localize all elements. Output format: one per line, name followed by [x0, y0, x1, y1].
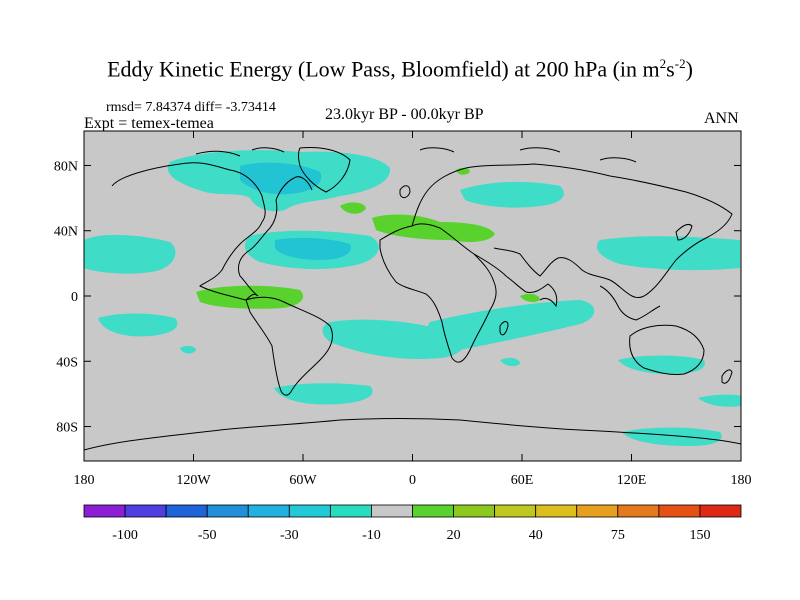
- colorbar-label: 75: [611, 528, 625, 543]
- anomaly-asia-30n: [596, 236, 740, 271]
- lon-tick-label: 180: [74, 473, 95, 488]
- colorbar-label: -100: [112, 528, 138, 543]
- coast-greenland: [298, 147, 351, 193]
- season-label: ANN: [704, 110, 739, 127]
- colorbar-swatch: [617, 504, 660, 518]
- anomaly-s-america: [520, 293, 540, 303]
- anomaly-s-pacific-30s: [98, 313, 178, 337]
- lon-tick-label: 60E: [511, 473, 534, 488]
- coast-arctic-islands: [195, 147, 637, 163]
- colorbar-label: 150: [689, 528, 710, 543]
- colorbar-swatch: [371, 504, 413, 518]
- lon-tick-label: 120W: [176, 473, 211, 488]
- colorbar-label: -30: [280, 528, 299, 543]
- axis-ticks: 80N 40N 0 40S 80S 180 120W 60W 0 60E 120E 180: [54, 131, 752, 488]
- experiment-label: Expt = temex-temea: [84, 115, 214, 132]
- coast-japan: [675, 223, 693, 241]
- coast-antarctica: [83, 418, 742, 451]
- anomaly-n-atlantic-small: [340, 202, 366, 214]
- colorbar-swatch: [412, 504, 454, 518]
- colorbar-swatch: [658, 504, 701, 518]
- colorbar-label: -50: [198, 528, 217, 543]
- negative-anomaly-regions: [84, 150, 741, 446]
- coast-uk: [399, 185, 411, 199]
- coast-new-zealand: [721, 369, 733, 384]
- coast-north-america: [111, 162, 313, 301]
- anomaly-n-atlantic-core: [240, 162, 322, 195]
- colorbar-swatch: [247, 504, 290, 518]
- colorbar-swatch: [494, 504, 537, 518]
- anomaly-n-asia: [460, 181, 564, 208]
- stats-text: rmsd= 7.84374 diff= -3.73414: [106, 100, 276, 115]
- colorbar-label: -10: [362, 528, 381, 543]
- colorbar-swatch: [206, 504, 249, 518]
- coast-madagascar: [499, 321, 509, 336]
- coast-arabia-india: [473, 253, 558, 308]
- colorbar: -100 -50 -30 -10 20 40 75 150: [83, 504, 742, 543]
- coast-eurasia: [411, 163, 733, 299]
- map-title: Eddy Kinetic Energy (Low Pass, Bloomfiel…: [107, 56, 693, 82]
- colorbar-swatch: [83, 504, 126, 518]
- coast-australia: [629, 324, 705, 375]
- lon-tick-label: 120E: [617, 473, 647, 488]
- colorbar-swatch: [699, 504, 742, 518]
- map-panel: 80N 40N 0 40S 80S 180 120W 60W 0 60E 120E 180: [54, 130, 752, 488]
- colorbar-swatch: [165, 504, 208, 518]
- anomaly-small-2: [500, 357, 520, 367]
- coastlines: [83, 147, 742, 451]
- lon-tick-label: 0: [409, 473, 416, 488]
- lat-tick-label: 80S: [56, 421, 78, 436]
- colorbar-label: 20: [447, 528, 461, 543]
- anomaly-s-pacific-60s: [274, 383, 373, 405]
- anomaly-antarctic: [622, 427, 722, 446]
- colorbar-swatch: [453, 504, 496, 518]
- coast-africa-europe: [379, 223, 497, 363]
- lat-tick-label: 0: [71, 290, 78, 305]
- colorbar-swatch: [329, 504, 372, 518]
- coast-se-asia: [599, 285, 661, 321]
- anomaly-s-indian: [426, 300, 595, 352]
- lon-tick-label: 180: [731, 473, 752, 488]
- anomaly-small-1: [180, 345, 196, 354]
- lat-tick-label: 40N: [54, 225, 78, 240]
- lon-tick-label: 60W: [289, 473, 317, 488]
- period-label: 23.0kyr BP - 00.0kyr BP: [325, 106, 484, 123]
- anomaly-atlantic-35n-core: [275, 237, 351, 260]
- colorbar-swatch: [124, 504, 167, 518]
- coast-south-america: [245, 296, 333, 396]
- colorbar-label: 40: [529, 528, 543, 543]
- anomaly-s-pacific-east: [698, 394, 741, 407]
- lat-tick-label: 80N: [54, 159, 78, 174]
- lat-tick-label: 40S: [56, 355, 78, 370]
- anomaly-mediterranean: [372, 214, 495, 242]
- anomaly-australia: [618, 355, 705, 374]
- colorbar-swatch: [576, 504, 619, 518]
- colorbar-swatch: [288, 504, 331, 518]
- anomaly-pacific-40n: [84, 234, 176, 274]
- colorbar-swatch: [535, 504, 578, 518]
